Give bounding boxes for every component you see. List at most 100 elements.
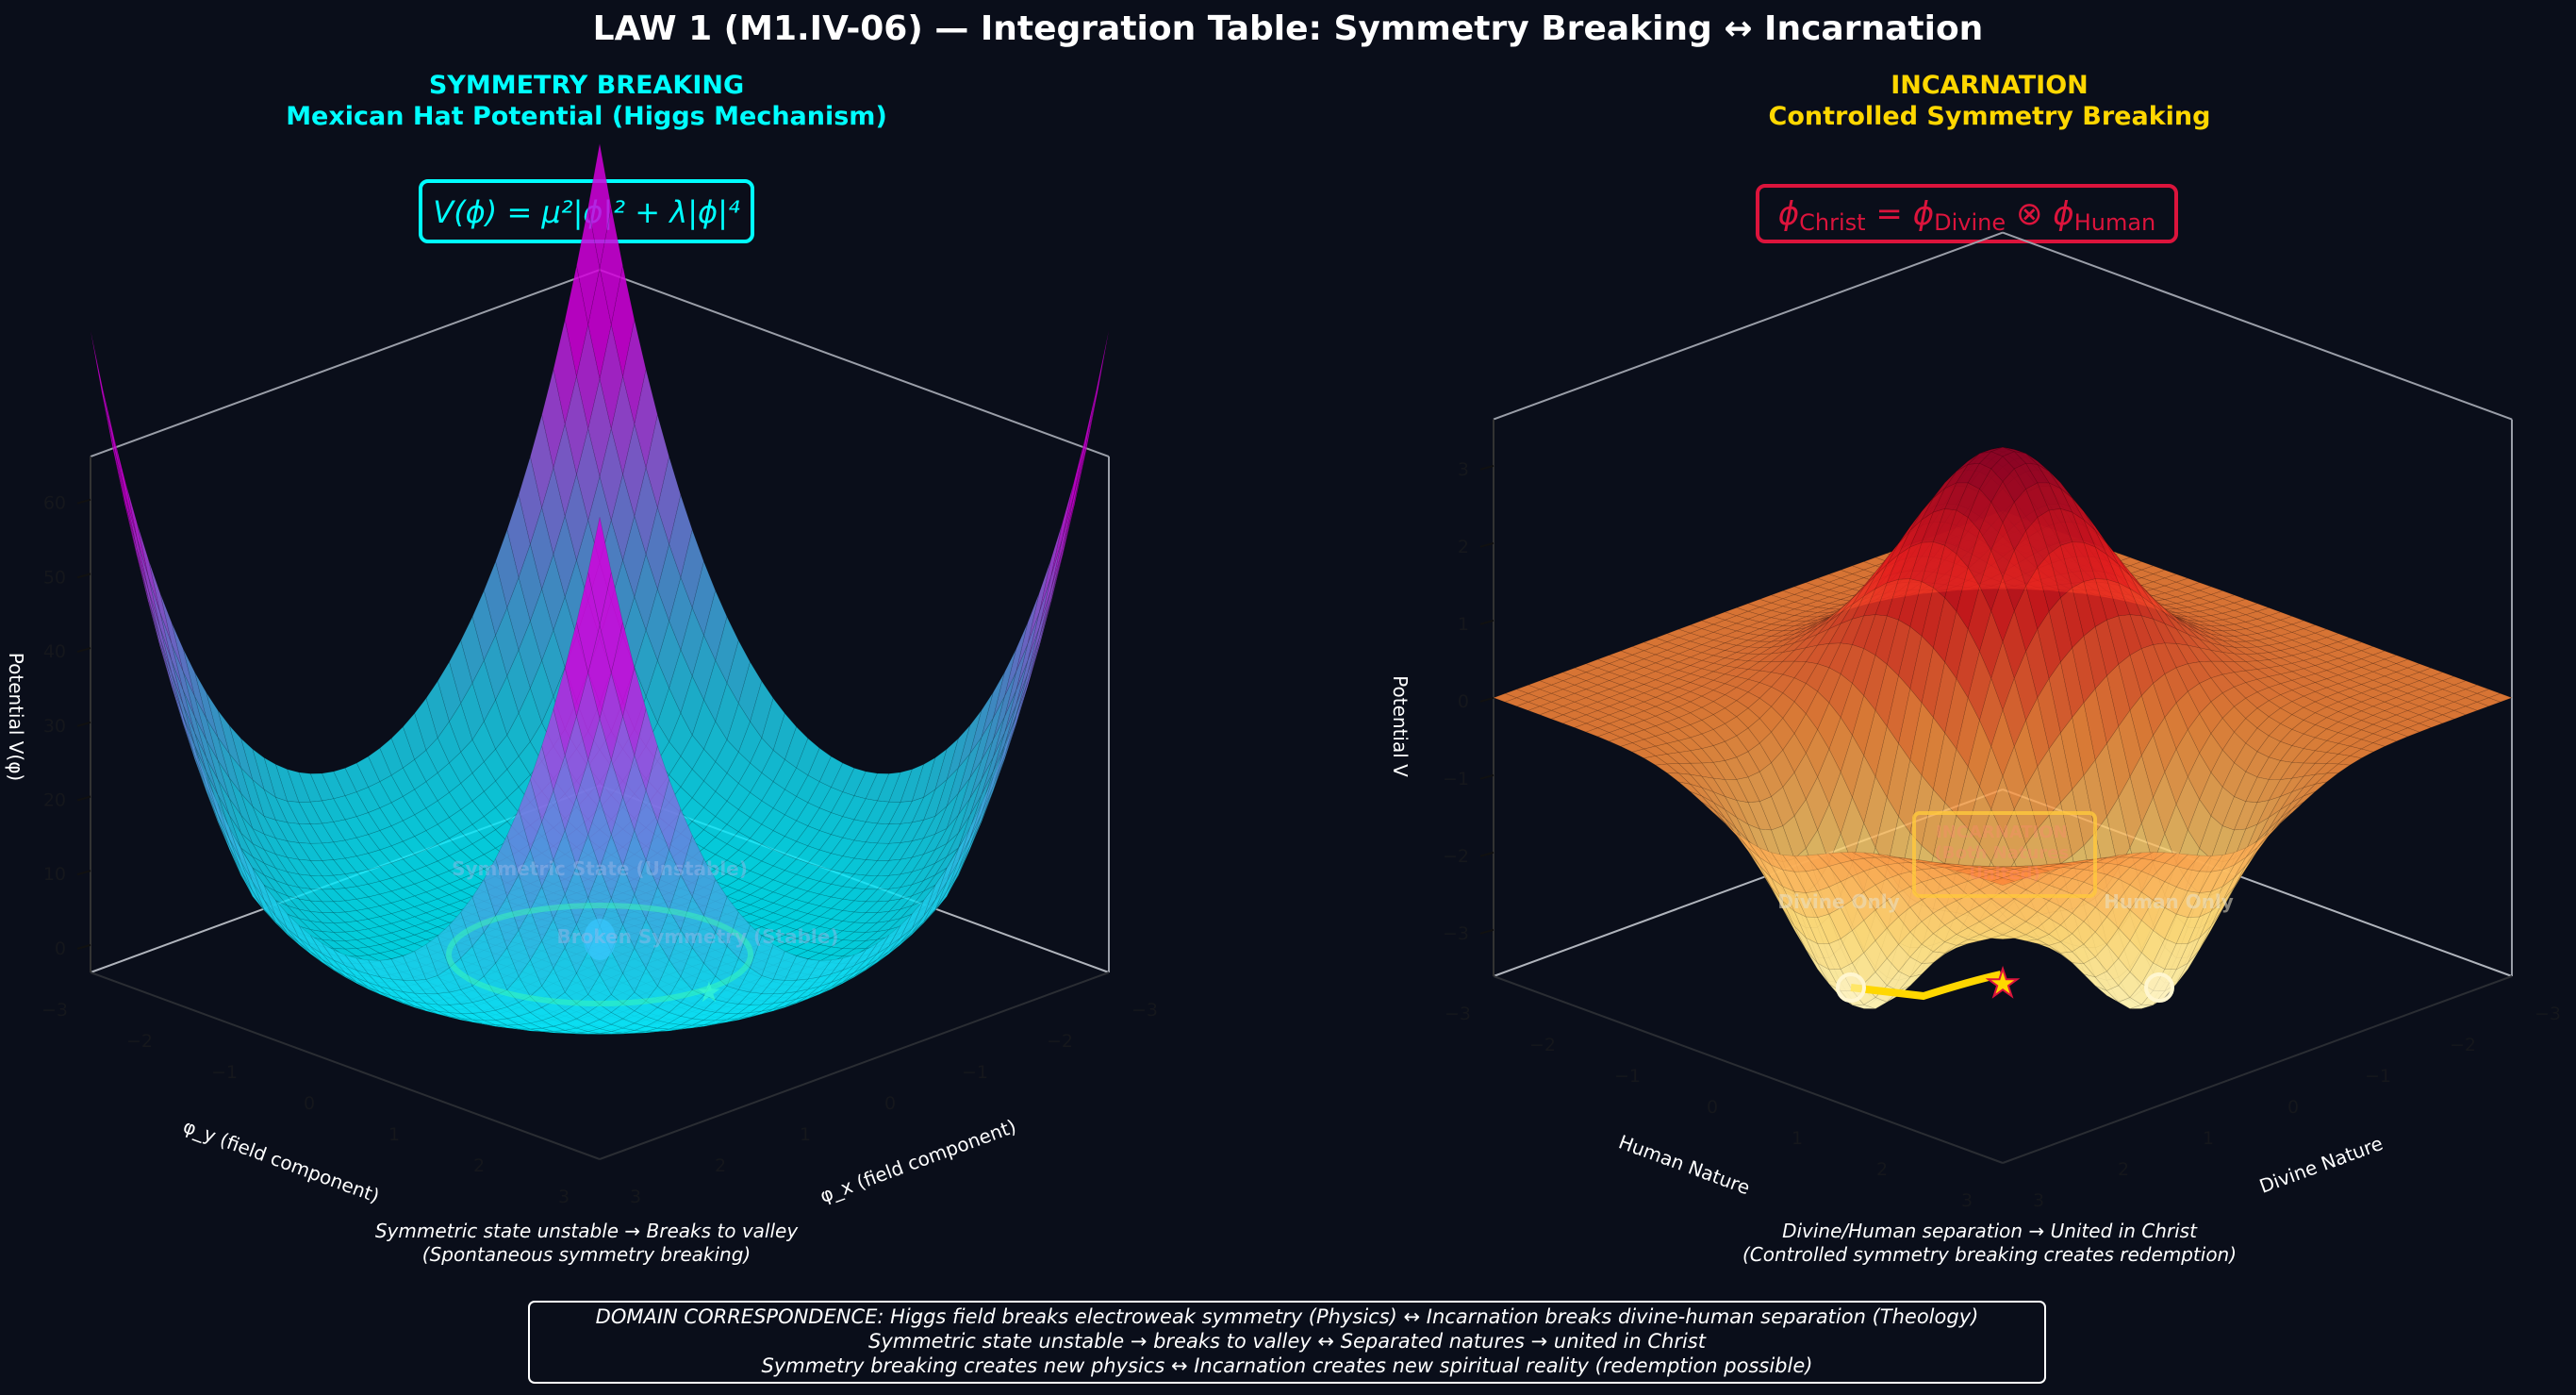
formula-sub-divine: Divine [1934, 209, 2006, 236]
x-tick-label: −1 [2365, 1066, 2391, 1087]
x-tick-label: 2 [715, 1155, 726, 1176]
y-tick-label: −2 [126, 1031, 153, 1052]
axis-pane-edge [599, 972, 1110, 1160]
left-title: SYMMETRY BREAKING [429, 71, 744, 100]
right-caption-2: (Controlled symmetry breaking creates re… [1742, 1243, 2237, 1266]
x-tick-label: −2 [1047, 1031, 1073, 1052]
right-caption-1: Divine/Human separation → United in Chri… [1782, 1220, 2198, 1242]
incarnation-box-line: (Both Natures [1935, 843, 2069, 863]
x-tick-label: 3 [630, 1187, 641, 1207]
broken-symmetry-star-icon: ★ [697, 976, 722, 1009]
z-tick-mark [76, 647, 91, 654]
x-tick-label: 0 [884, 1093, 896, 1114]
x-tick-label: −3 [2535, 1004, 2561, 1024]
z-tick-mark [1479, 696, 1494, 703]
z-tick-mark [1479, 928, 1494, 935]
surface-facet [1990, 877, 2016, 886]
symmetric-state-label: Symmetric State (Unstable) [452, 857, 748, 880]
right-title: INCARNATION [1891, 71, 2089, 100]
z-tick-mark [1479, 464, 1494, 471]
human-only-marker [2144, 972, 2174, 1003]
left-caption-1: Symmetric state unstable → Breaks to val… [375, 1220, 800, 1242]
axis-pane-edge [2002, 231, 2513, 421]
left-subtitle: Mexican Hat Potential (Higgs Mechanism) [286, 102, 887, 131]
z-tick-mark [76, 795, 91, 802]
y-tick-label: 0 [1707, 1097, 1718, 1118]
z-tick-label: 1 [1458, 614, 1469, 635]
z-tick-label: 2 [1458, 537, 1469, 557]
figure-title: LAW 1 (M1.IV-06) — Integration Table: Sy… [593, 9, 1984, 48]
x-tick-label: 3 [2033, 1190, 2044, 1211]
z-axis-label: Potential V(φ) [5, 653, 27, 781]
y-tick-label: −3 [1445, 1004, 1471, 1024]
y-tick-label: 3 [558, 1187, 570, 1207]
y-tick-label: 1 [1792, 1128, 1803, 1149]
z-tick-label: 10 [43, 864, 66, 885]
x-tick-label: −1 [962, 1062, 988, 1083]
axis-pane-edge [90, 269, 601, 457]
z-tick-label: −3 [1443, 923, 1469, 944]
y-tick-label: −2 [1529, 1035, 1556, 1055]
incarnation-box-line: INCARNATION [1936, 822, 2068, 842]
y-tick-label: 1 [388, 1124, 400, 1145]
z-tick-label: 20 [43, 789, 66, 810]
x-tick-label: 1 [2203, 1128, 2214, 1149]
axis-pane-edge [1493, 975, 2004, 1164]
axis-pane-edge [2002, 975, 2513, 1164]
z-tick-mark [76, 573, 91, 579]
z-tick-mark [1479, 619, 1494, 625]
z-tick-label: 50 [43, 567, 66, 588]
broken-symmetry-label: Broken Symmetry (Stable) [557, 925, 839, 948]
x-tick-label: 2 [2118, 1159, 2129, 1180]
divine-only-marker [1836, 972, 1866, 1003]
formula-phi: ϕ [1913, 195, 1934, 233]
formula-eq: = [1866, 195, 1913, 233]
surface-facet [587, 517, 612, 625]
left-caption-2: (Spontaneous symmetry breaking) [422, 1243, 751, 1266]
formula-sub-christ: Christ [1799, 209, 1865, 236]
footer-line-3: Symmetry breaking creates new physics ↔ … [762, 1354, 1813, 1377]
right-formula-box [1756, 184, 2178, 243]
formula-phi: ϕ [1778, 195, 1799, 233]
right-formula: ϕChrist = ϕDivine ⊗ ϕHuman [1778, 195, 2156, 236]
z-tick-label: −1 [1443, 769, 1469, 789]
z-tick-label: −2 [1443, 846, 1469, 867]
z-tick-mark [76, 721, 91, 727]
z-axis-label: Potential V [1389, 675, 1412, 777]
footer-line-2: Symmetric state unstable → breaks to val… [868, 1330, 1707, 1353]
y-tick-label: −3 [41, 1000, 68, 1021]
y-tick-label: 2 [1876, 1159, 1888, 1180]
y-tick-label: 2 [473, 1155, 485, 1176]
z-tick-mark [1479, 851, 1494, 857]
y-tick-label: −1 [211, 1062, 238, 1083]
z-tick-label: 40 [43, 641, 66, 662]
x-tick-label: 1 [800, 1124, 811, 1145]
x-tick-label: −2 [2450, 1035, 2476, 1055]
z-tick-label: 0 [1458, 691, 1469, 712]
z-tick-mark [76, 498, 91, 505]
symmetric-state-text: Symmetric State (Unstable) [452, 857, 748, 880]
x-tick-label: −3 [1131, 1000, 1158, 1021]
z-tick-label: 30 [43, 716, 66, 737]
x-tick-label: 0 [2287, 1097, 2299, 1118]
formula-phi: ϕ [2053, 195, 2073, 233]
axis-pane-edge [1493, 231, 2004, 421]
footer-line-1: DOMAIN CORRESPONDENCE: Higgs field break… [596, 1305, 1979, 1328]
z-tick-label: 60 [43, 493, 66, 514]
domain-correspondence-box: DOMAIN CORRESPONDENCE: Higgs field break… [528, 1301, 2046, 1384]
divine-only-label: Divine Only [1777, 890, 1899, 913]
human-only-label: Human Only [2104, 890, 2234, 913]
y-tick-label: −1 [1614, 1066, 1641, 1087]
formula-sub-human: Human [2074, 209, 2156, 236]
incarnation-box-line: United) [1969, 864, 2040, 884]
z-tick-mark [76, 870, 91, 876]
z-tick-label: 3 [1458, 459, 1469, 480]
z-tick-label: 0 [55, 938, 66, 959]
z-tick-mark [1479, 541, 1494, 548]
formula-otimes: ⊗ [2006, 195, 2053, 233]
right-subtitle: Controlled Symmetry Breaking [1769, 102, 2211, 131]
z-tick-mark [1479, 773, 1494, 780]
y-tick-label: 0 [304, 1093, 315, 1114]
